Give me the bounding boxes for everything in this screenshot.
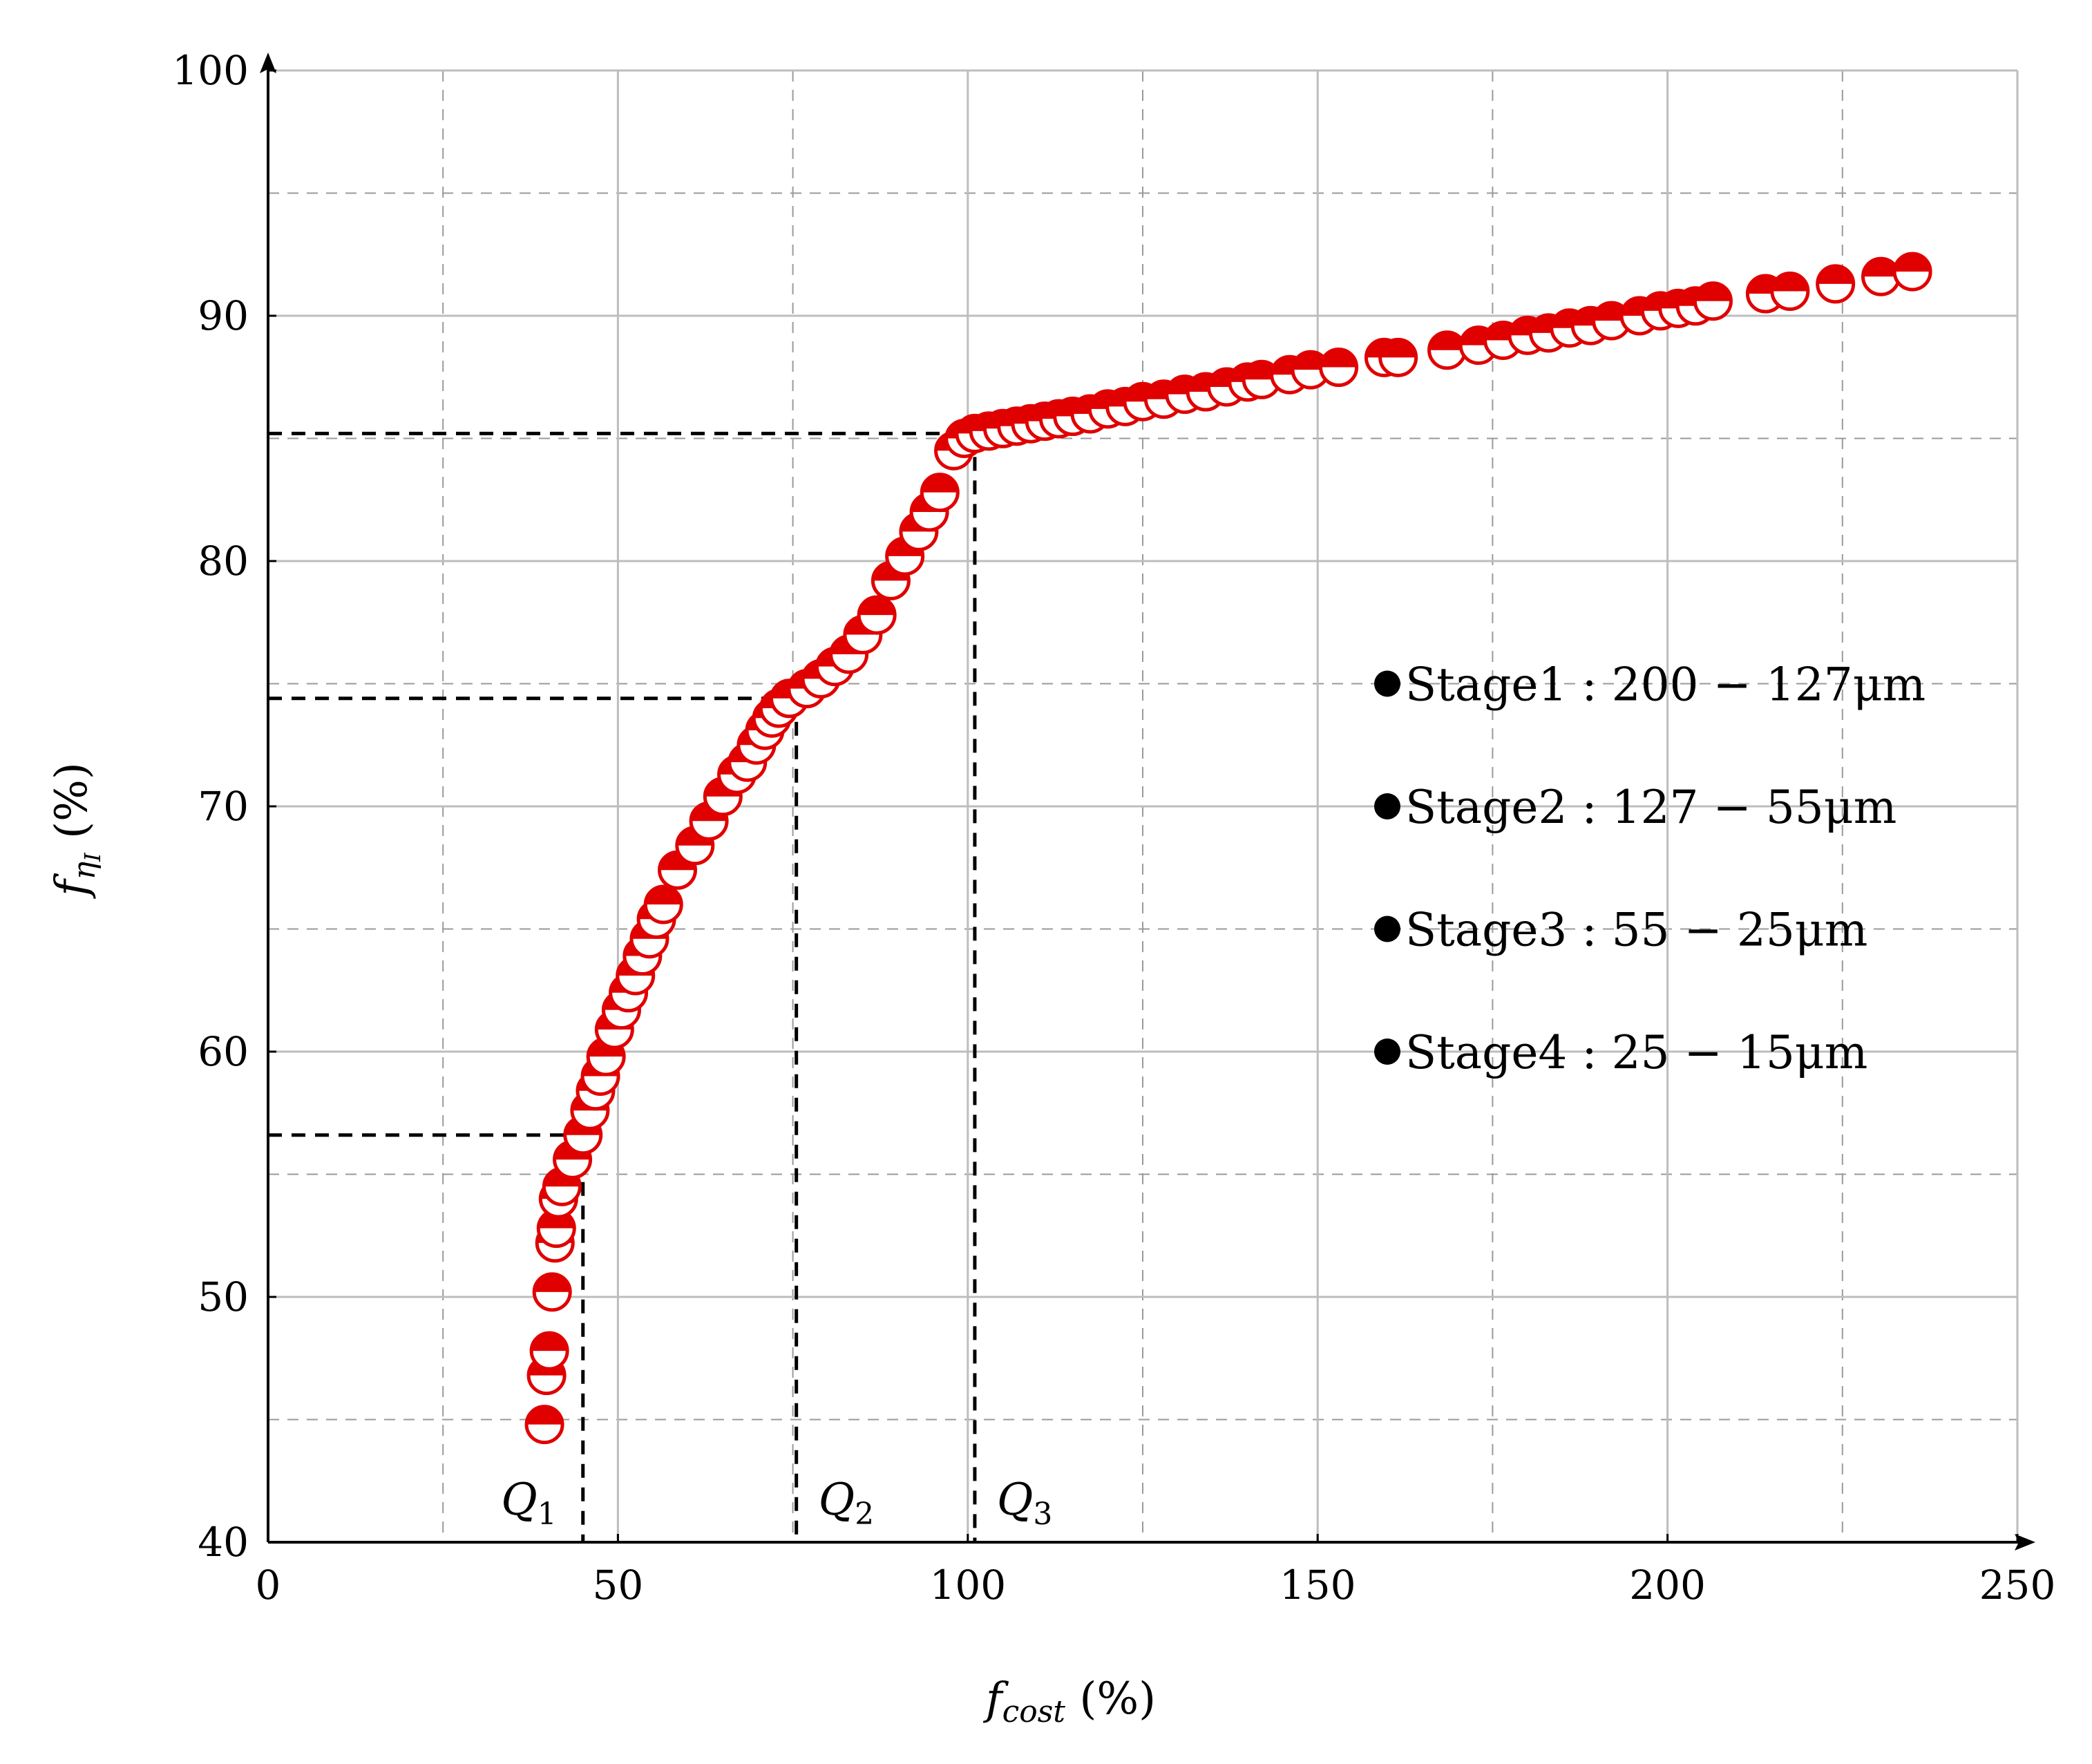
data-point <box>1427 330 1467 370</box>
legend-label: Stage3 : 55 − 25μm <box>1405 904 1867 957</box>
y-tick-label: 90 <box>198 292 249 339</box>
data-point <box>529 1331 569 1371</box>
data-point <box>524 1405 564 1445</box>
legend-marker <box>1374 670 1400 697</box>
marker-fill <box>645 886 682 904</box>
marker-fill <box>1863 258 1899 277</box>
marker-fill <box>1771 273 1808 292</box>
x-tick-label: 100 <box>929 1562 1006 1609</box>
x-tick-label: 0 <box>256 1562 281 1609</box>
data-point <box>1592 301 1632 341</box>
data-point <box>1770 272 1810 311</box>
data-point <box>1693 281 1733 321</box>
marker-fill <box>1695 283 1731 301</box>
tick-labels: 0 50 100 150 200 250 40 50 60 70 80 90 100 <box>172 47 2055 1609</box>
marker-fill <box>526 1406 563 1425</box>
legend: Stage1 : 200 − 127μm Stage2 : 127 − 55μm S… <box>1374 658 1925 1079</box>
y-axis-arrow <box>260 53 276 73</box>
marker-fill <box>1894 254 1931 272</box>
legend-marker <box>1374 793 1400 819</box>
marker-fill <box>534 1273 571 1292</box>
marker-fill <box>922 474 958 493</box>
legend-marker <box>1374 916 1400 942</box>
data-point <box>1816 264 1856 304</box>
y-tick-label: 80 <box>198 538 249 585</box>
quantile-label: Q2 <box>819 1474 874 1532</box>
y-tick-label: 70 <box>198 783 249 830</box>
data-point <box>920 473 960 513</box>
legend-label: Stage1 : 200 − 127μm <box>1405 658 1925 712</box>
marker-fill <box>1320 349 1357 368</box>
quantile-label: Q3 <box>997 1474 1052 1532</box>
marker-fill <box>531 1333 568 1352</box>
y-tick-label: 40 <box>198 1519 249 1566</box>
x-tick-label: 150 <box>1280 1562 1356 1609</box>
marker-fill <box>1429 332 1465 350</box>
x-tick-label: 50 <box>592 1562 643 1609</box>
data-markers <box>524 252 1932 1445</box>
marker-fill <box>1817 265 1854 284</box>
marker-fill <box>859 597 895 616</box>
legend-label: Stage4 : 25 − 15μm <box>1405 1026 1867 1079</box>
y-tick-label: 50 <box>198 1273 249 1320</box>
x-axis-arrow <box>2015 1534 2035 1550</box>
x-tick-label: 250 <box>1979 1562 2056 1609</box>
data-point <box>643 884 683 924</box>
legend-marker <box>1374 1039 1400 1065</box>
data-point <box>1319 348 1359 388</box>
data-point <box>857 595 897 635</box>
legend-label: Stage2 : 127 − 55μm <box>1405 781 1896 834</box>
data-point <box>1378 337 1418 377</box>
quantile-label: Q1 <box>501 1474 556 1532</box>
x-axis-label: fcost (%) <box>983 1673 1156 1729</box>
y-tick-label: 100 <box>172 47 249 94</box>
y-axis-label: fηI (%) <box>46 762 106 899</box>
data-point <box>532 1272 572 1312</box>
y-tick-label: 60 <box>198 1028 249 1075</box>
x-tick-label: 200 <box>1629 1562 1706 1609</box>
data-point <box>1892 252 1932 292</box>
marker-fill <box>1380 339 1416 358</box>
reference-lines: Q1 Q2 Q3 <box>268 431 1052 1542</box>
